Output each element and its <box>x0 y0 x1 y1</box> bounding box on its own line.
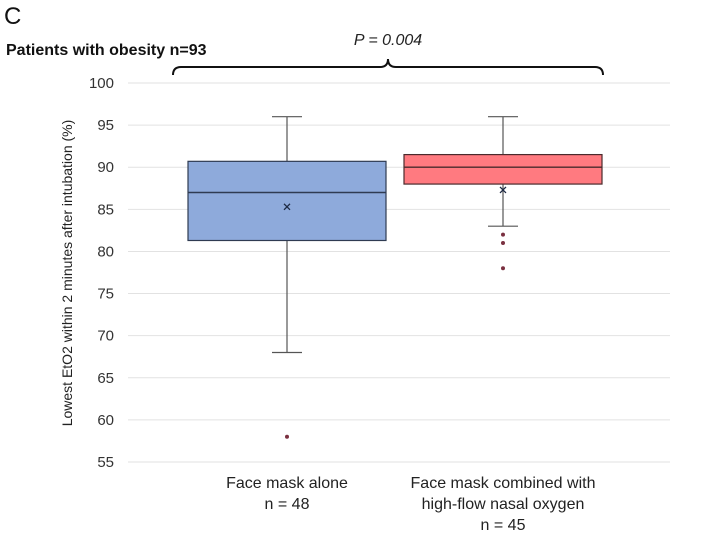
mean-marker-1 <box>283 203 291 211</box>
y-tick-95: 95 <box>97 117 114 134</box>
y-tick-85: 85 <box>97 201 114 218</box>
gridlines <box>128 82 670 463</box>
category-label-1-line-2: n = 48 <box>265 496 310 513</box>
category-labels: Face mask alone n = 48 Face mask combined … <box>226 475 595 534</box>
y-tick-65: 65 <box>97 370 114 387</box>
category-label-2-line-2: high-flow nasal oxygen <box>422 496 585 513</box>
panel-label: C <box>4 3 21 30</box>
p-value-annotation: P = 0.004 <box>354 32 422 49</box>
y-tick-70: 70 <box>97 328 114 345</box>
category-label-2-line-1: Face mask combined with <box>411 475 596 492</box>
y-tick-55: 55 <box>97 454 114 471</box>
y-tick-100: 100 <box>89 75 114 92</box>
y-tick-labels: 55 60 65 70 75 80 85 90 95 100 <box>89 75 114 471</box>
category-label-2-line-3: n = 45 <box>481 517 526 534</box>
box-series <box>187 116 603 439</box>
box-group-1 <box>187 116 387 439</box>
outlier-point-1-1 <box>285 434 289 439</box>
iqr-box-1 <box>187 160 387 242</box>
y-tick-60: 60 <box>97 412 114 429</box>
outlier-point-2-2 <box>501 241 505 246</box>
box-group-2 <box>403 116 603 271</box>
mean-marker-2 <box>499 186 507 194</box>
y-axis-label: Lowest EtO2 within 2 minutes after intub… <box>59 120 75 427</box>
y-tick-75: 75 <box>97 286 114 303</box>
chart-title: Patients with obesity n=93 <box>6 42 207 59</box>
category-label-1-line-1: Face mask alone <box>226 475 348 492</box>
iqr-box-2 <box>403 153 603 185</box>
y-tick-80: 80 <box>97 243 114 260</box>
outlier-point-2-3 <box>501 266 505 271</box>
y-tick-90: 90 <box>97 159 114 176</box>
outlier-point-2-1 <box>501 232 505 237</box>
comparison-bracket <box>172 58 604 76</box>
